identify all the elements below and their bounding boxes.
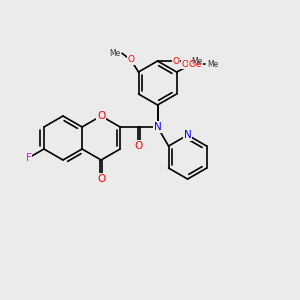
Text: O: O (97, 111, 105, 121)
Text: O: O (173, 56, 180, 65)
Text: O: O (188, 60, 196, 69)
Text: F: F (26, 153, 32, 163)
Text: Me: Me (191, 56, 203, 65)
Text: O: O (127, 56, 134, 64)
Text: OMe: OMe (182, 60, 202, 69)
Text: Me: Me (109, 49, 120, 58)
Text: N: N (154, 122, 161, 132)
Text: N: N (184, 130, 191, 140)
Text: Me: Me (207, 60, 218, 69)
Text: O: O (97, 174, 105, 184)
Text: O: O (135, 141, 143, 151)
